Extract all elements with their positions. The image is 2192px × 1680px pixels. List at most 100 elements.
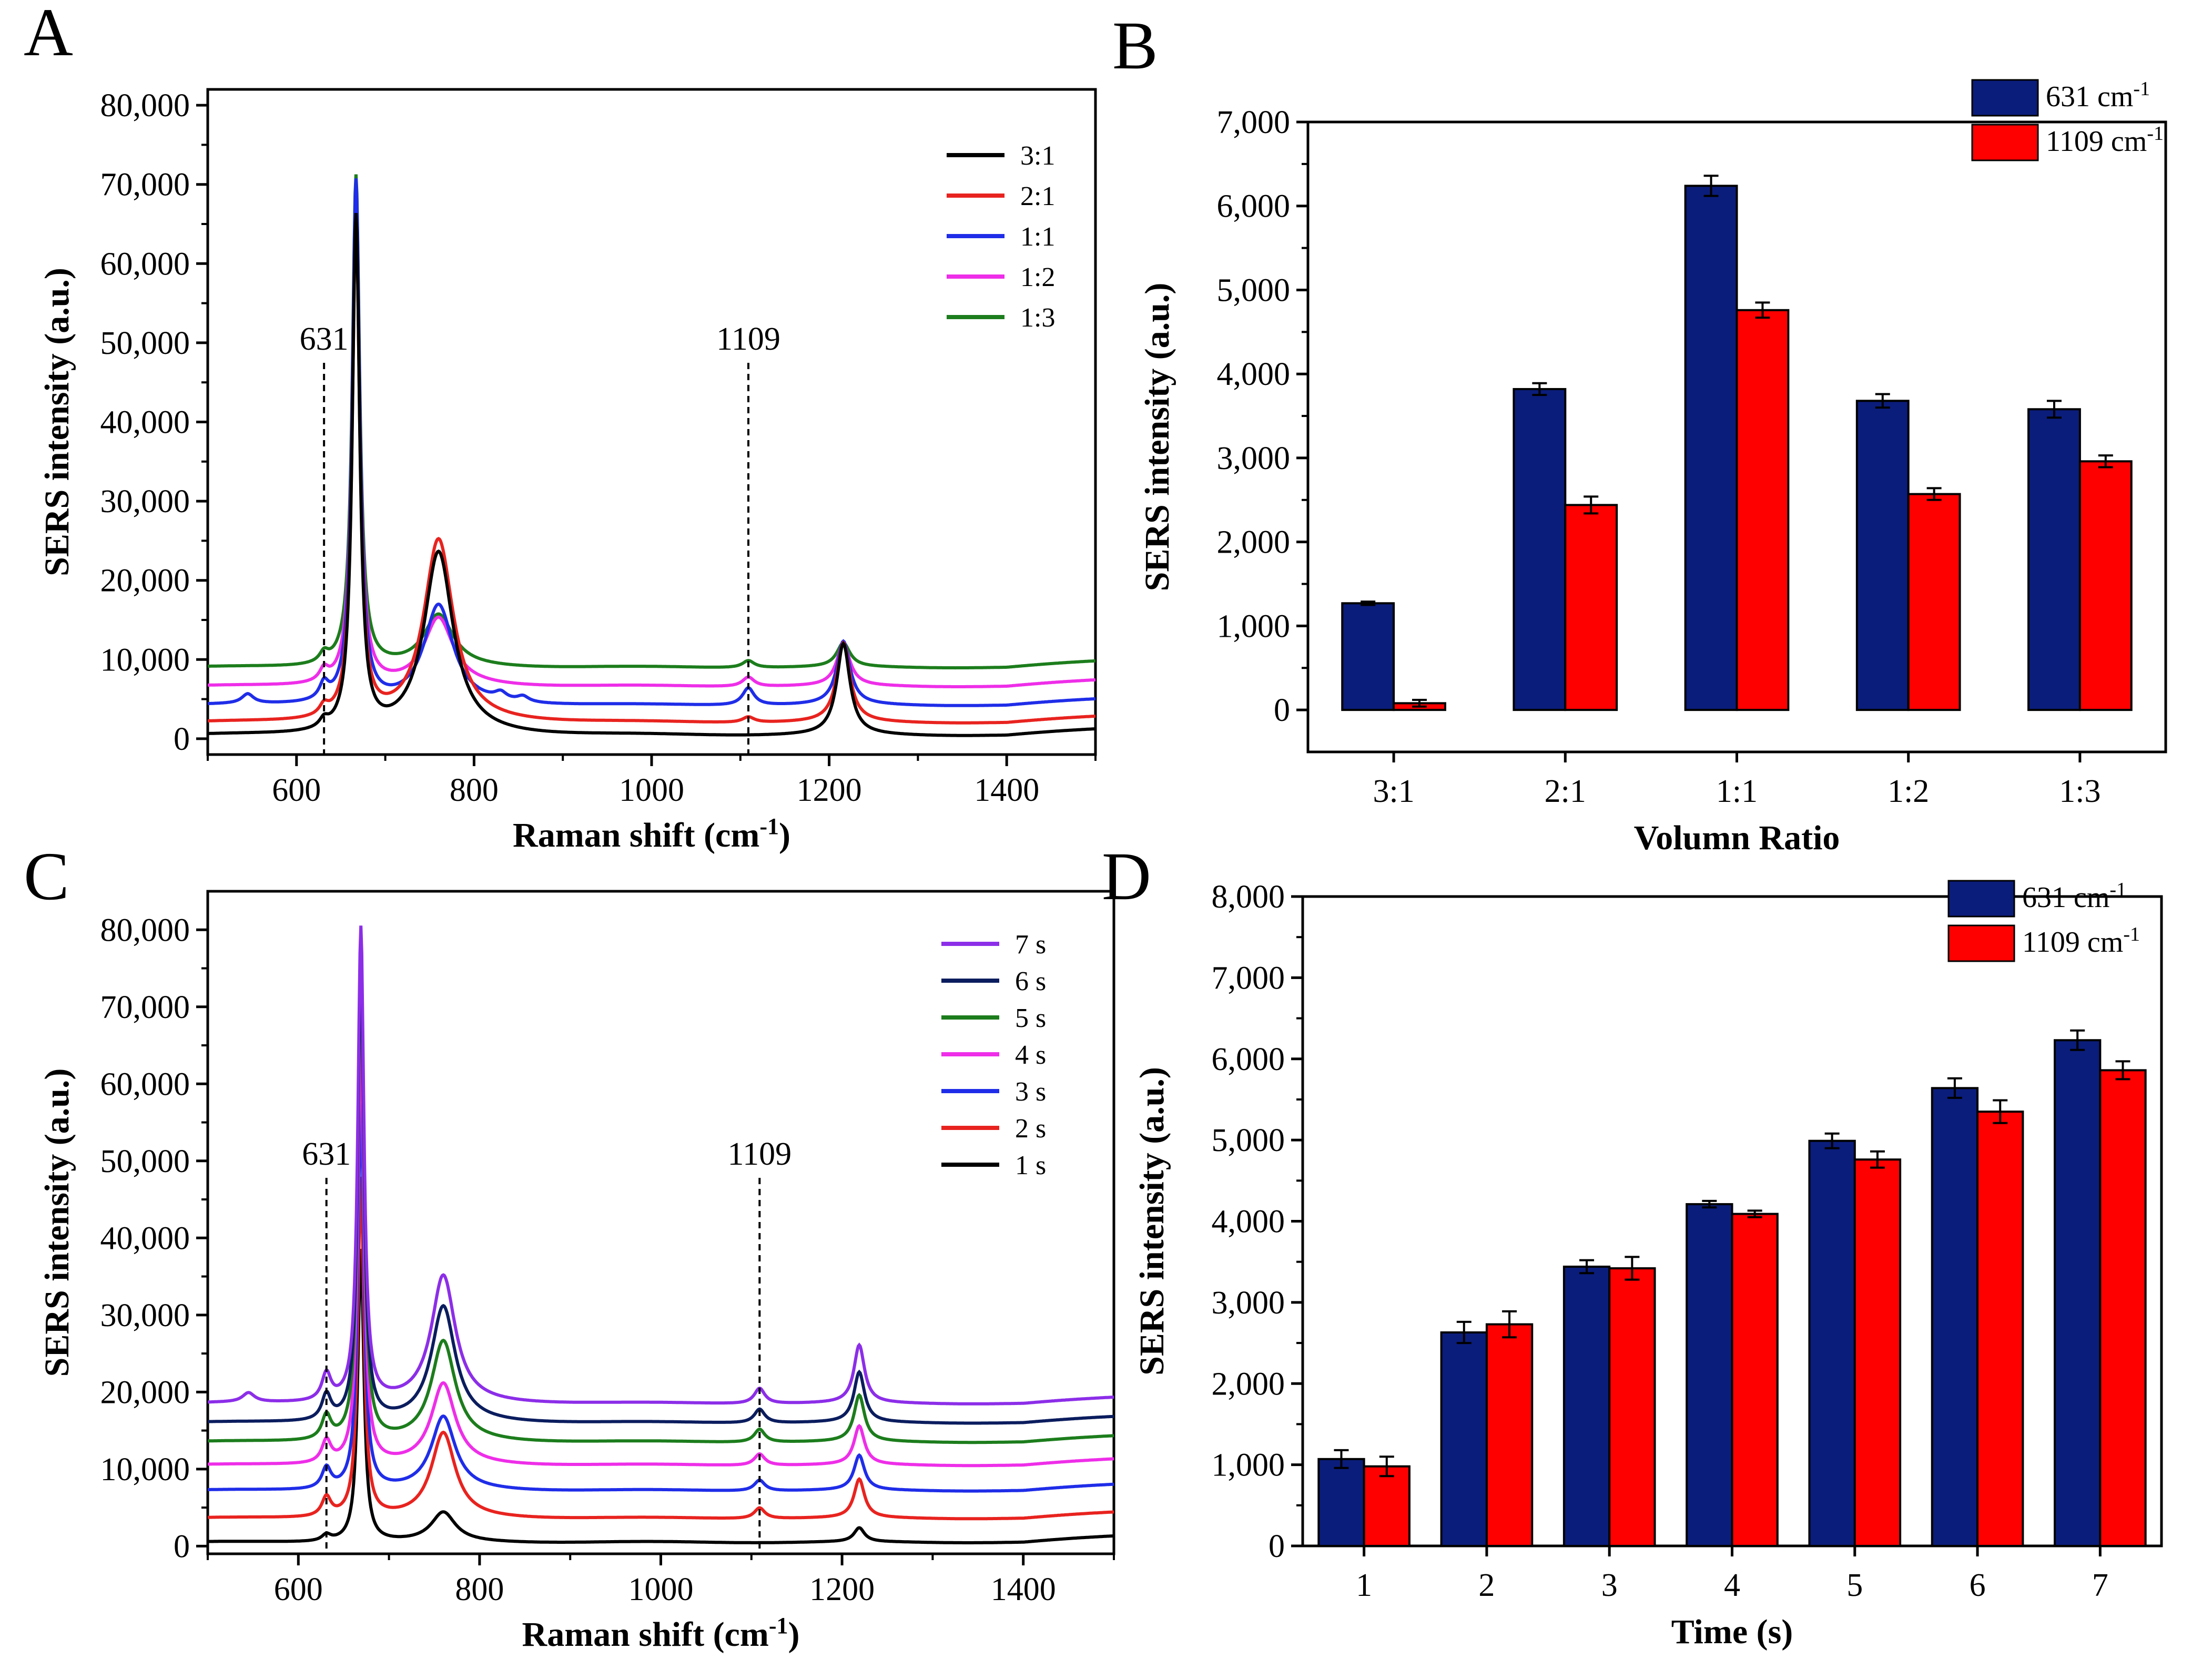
- legend-swatch: [1971, 79, 2039, 117]
- x-tick-label: 1: [1356, 1567, 1372, 1603]
- series-line-3-1: [207, 212, 1096, 737]
- bar-1109: [1736, 309, 1790, 711]
- x-axis-title: Volumn Ratio: [1634, 819, 1840, 857]
- legend: 3:1 2:1 1:1 1:2 1:3: [947, 141, 1055, 333]
- x-tick-label: 800: [455, 1572, 504, 1607]
- y-tick-label: 40,000: [100, 1220, 190, 1256]
- x-tick-label: 3: [1601, 1567, 1618, 1603]
- x-tick-label: 2:1: [1545, 773, 1586, 809]
- y-axis-title: SERS intensity (a.u.): [1133, 1067, 1171, 1376]
- bar-631: [2027, 408, 2081, 711]
- y-tick-label: 60,000: [100, 246, 190, 282]
- panel-D: 0 1,000 2,000 3,000 4,000 5,000 6,000 7,000 8,00…: [1133, 879, 2163, 1651]
- bar-631: [1341, 602, 1395, 711]
- y-tick-label: 0: [1268, 1529, 1285, 1564]
- panel-A: 600 800 1000 1200 1400 0 10,000 20,000 30,000 40,…: [38, 88, 1097, 854]
- y-tick-label: 2,000: [1212, 1366, 1285, 1402]
- y-tick-label: 5,000: [1217, 272, 1291, 308]
- y-tick-label: 50,000: [100, 325, 190, 361]
- y-tick-label: 50,000: [100, 1144, 190, 1179]
- bar-1109: [1731, 1213, 1779, 1547]
- x-tick-label: 1000: [628, 1572, 694, 1607]
- peak-annotation: 631: [300, 321, 349, 357]
- y-tick-label: 10,000: [100, 1452, 190, 1488]
- x-axis-title: Raman shift (cm-1): [522, 1613, 800, 1654]
- peak-annotation: 631: [302, 1136, 351, 1172]
- legend-label-main: 1109 cm: [2022, 926, 2123, 959]
- x-axis-title-main: Raman shift (cm: [513, 816, 759, 854]
- legend-label-main: 631 cm: [2022, 881, 2109, 914]
- x-tick-label: 5: [1846, 1567, 1863, 1603]
- bar-631: [2054, 1039, 2102, 1547]
- panel-letter: D: [1102, 839, 1151, 914]
- legend-label: 631 cm-1: [2022, 879, 2126, 914]
- bar-1109: [1363, 1465, 1410, 1547]
- series-line-7-s: [208, 925, 1114, 1406]
- legend-label: 1:2: [1020, 262, 1055, 292]
- legend-label: 1:1: [1020, 222, 1055, 252]
- series-line-1-3: [207, 174, 1096, 670]
- legend-swatch: [1947, 880, 2015, 918]
- x-tick-label: 1000: [619, 772, 684, 808]
- x-axis-title-main: Raman shift (cm: [522, 1615, 769, 1654]
- x-tick-label: 7: [2092, 1567, 2108, 1603]
- y-tick-label: 0: [1274, 693, 1290, 728]
- y-tick-label: 0: [174, 1529, 190, 1564]
- y-axis-title: SERS intensity (a.u.): [38, 1068, 76, 1377]
- y-tick-label: 30,000: [100, 1298, 190, 1333]
- bar-1109: [2078, 460, 2133, 711]
- x-tick-label: 600: [274, 1572, 323, 1607]
- x-axis-title-sup: -1: [769, 1613, 788, 1638]
- x-axis-title-end: ): [779, 816, 790, 854]
- panel-letter: A: [24, 0, 73, 70]
- y-tick-label: 4,000: [1212, 1204, 1285, 1240]
- y-tick-label: 4,000: [1217, 357, 1291, 392]
- x-tick-label: 1:2: [1887, 773, 1929, 809]
- bar-1109: [1564, 504, 1618, 711]
- legend-label: 1:3: [1020, 303, 1055, 333]
- y-axis-title: SERS intensity (a.u.): [1138, 283, 1176, 592]
- bar-631: [1513, 388, 1567, 711]
- legend-label: 1109 cm-1: [2046, 123, 2164, 158]
- y-tick-label: 6,000: [1212, 1042, 1285, 1077]
- legend-label: 4 s: [1015, 1040, 1046, 1070]
- legend-label-sup: -1: [2133, 78, 2150, 100]
- y-tick-label: 70,000: [100, 990, 190, 1025]
- peak-annotation: 1109: [716, 321, 780, 357]
- x-tick-label: 1200: [797, 772, 862, 808]
- bar-1109: [1485, 1323, 1534, 1547]
- x-tick-label: 4: [1724, 1567, 1740, 1603]
- x-tick-label: 3:1: [1373, 773, 1414, 809]
- legend-label: 3 s: [1015, 1077, 1046, 1107]
- panel-letter: B: [1112, 8, 1158, 84]
- plot-frame: [206, 890, 1115, 1555]
- bar-1109: [1853, 1158, 1902, 1547]
- legend-label: 1109 cm-1: [2022, 923, 2140, 959]
- legend-label: 6 s: [1015, 966, 1046, 996]
- bar-1109: [1608, 1267, 1656, 1547]
- x-tick-label: 1:1: [1716, 773, 1758, 809]
- legend-label: 7 s: [1015, 930, 1046, 960]
- x-tick-label: 1400: [974, 772, 1039, 808]
- y-tick-label: 3,000: [1212, 1285, 1285, 1321]
- y-tick-label: 20,000: [100, 1374, 190, 1410]
- bar-1109: [2099, 1069, 2147, 1547]
- bar-631: [1317, 1458, 1365, 1547]
- legend-label: 3:1: [1020, 141, 1055, 171]
- legend: 7 s 6 s 5 s 4 s 3 s 2 s 1 s: [941, 930, 1046, 1180]
- x-tick-label: 6: [1970, 1567, 1986, 1603]
- y-tick-label: 80,000: [100, 88, 190, 124]
- series-line-2-s: [207, 1176, 1114, 1521]
- bar-1109: [1976, 1111, 2024, 1547]
- series-line-6-s: [208, 956, 1114, 1425]
- legend-label-main: 1109 cm: [2046, 125, 2147, 158]
- legend-label-sup: -1: [2123, 923, 2140, 945]
- bar-631: [1684, 185, 1738, 711]
- y-tick-label: 2,000: [1217, 525, 1291, 561]
- y-tick-label: 40,000: [100, 405, 190, 441]
- bar-631: [1808, 1139, 1856, 1547]
- x-axis-title: Time (s): [1671, 1613, 1793, 1651]
- y-tick-label: 70,000: [100, 167, 190, 203]
